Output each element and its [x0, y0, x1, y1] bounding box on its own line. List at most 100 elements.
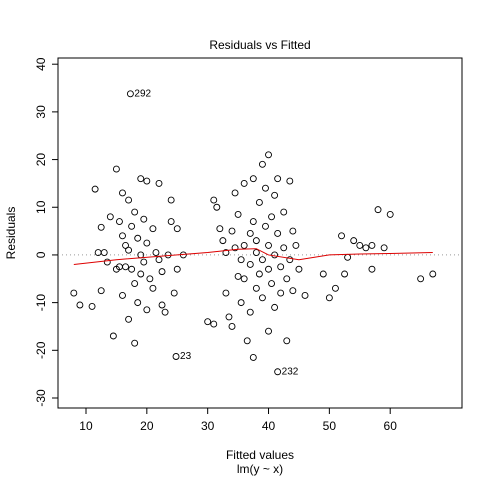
point	[344, 253, 352, 261]
point	[158, 301, 166, 309]
point	[246, 261, 254, 268]
point	[274, 175, 282, 183]
point	[374, 206, 382, 214]
point	[240, 241, 248, 249]
point	[137, 270, 145, 278]
point	[283, 275, 291, 283]
point	[103, 258, 111, 266]
point	[170, 289, 178, 297]
y-tick-label: -10	[34, 294, 48, 312]
point	[262, 222, 269, 230]
point	[225, 313, 233, 321]
point	[106, 213, 114, 221]
point	[268, 280, 276, 287]
point	[119, 232, 126, 240]
point	[255, 270, 263, 278]
point	[265, 265, 272, 273]
x-tick-label: 60	[384, 419, 398, 433]
point	[252, 284, 260, 292]
point	[249, 175, 257, 183]
point	[161, 308, 169, 316]
point	[149, 284, 157, 292]
point	[70, 289, 78, 297]
point	[368, 265, 376, 273]
point	[88, 302, 96, 310]
point	[258, 294, 266, 302]
point	[368, 241, 376, 249]
point	[286, 256, 294, 264]
point	[246, 230, 254, 237]
point	[128, 265, 136, 273]
point	[128, 222, 136, 230]
point	[243, 337, 251, 345]
point	[167, 218, 175, 226]
point	[386, 210, 394, 218]
point	[76, 301, 84, 309]
point	[319, 270, 327, 278]
point-label: 23	[180, 351, 192, 362]
point	[155, 256, 163, 264]
point	[172, 353, 180, 360]
point	[252, 237, 260, 245]
y-tick-label: 10	[34, 200, 48, 214]
y-axis-label: Residuals	[4, 207, 18, 260]
point	[295, 265, 303, 273]
y-tick-label: 20	[34, 153, 48, 167]
point	[417, 275, 425, 283]
point	[97, 287, 105, 295]
point	[134, 234, 142, 242]
point	[119, 189, 126, 197]
point	[131, 208, 139, 216]
point	[140, 215, 148, 223]
point	[280, 244, 288, 252]
x-axis-label: Fitted values	[226, 448, 294, 462]
point	[158, 268, 166, 276]
point	[143, 177, 151, 185]
point	[91, 185, 99, 193]
point	[231, 244, 239, 252]
point	[234, 272, 242, 280]
point	[222, 289, 230, 297]
point	[271, 303, 279, 311]
point	[210, 320, 218, 328]
point	[228, 227, 236, 235]
point	[240, 179, 248, 187]
point	[152, 249, 160, 257]
point	[100, 249, 108, 257]
point	[289, 287, 297, 295]
point	[134, 299, 142, 307]
point	[155, 179, 163, 187]
point	[258, 160, 266, 168]
x-tick-label: 30	[201, 419, 215, 433]
point	[325, 294, 333, 302]
point	[146, 275, 154, 283]
point	[277, 289, 285, 297]
x-tick-label: 10	[79, 419, 93, 433]
x-tick-label: 20	[140, 419, 154, 433]
point	[143, 239, 151, 247]
point	[213, 203, 221, 211]
plot-frame	[57, 57, 463, 409]
point	[331, 284, 339, 292]
point	[338, 232, 345, 240]
point	[228, 323, 236, 330]
point	[149, 225, 157, 233]
x-tick-label: 50	[323, 419, 337, 433]
point	[237, 299, 245, 307]
point	[167, 196, 175, 204]
point	[204, 318, 212, 326]
point	[274, 368, 282, 376]
point	[125, 246, 133, 254]
point	[173, 265, 181, 273]
point	[280, 208, 288, 216]
point	[249, 354, 257, 361]
point-label: 232	[282, 366, 299, 377]
point	[341, 270, 349, 278]
y-tick-label: 0	[34, 251, 48, 258]
point	[249, 218, 257, 226]
point	[126, 90, 134, 98]
point	[268, 213, 276, 221]
point	[140, 258, 148, 266]
point-label: 292	[134, 88, 151, 99]
